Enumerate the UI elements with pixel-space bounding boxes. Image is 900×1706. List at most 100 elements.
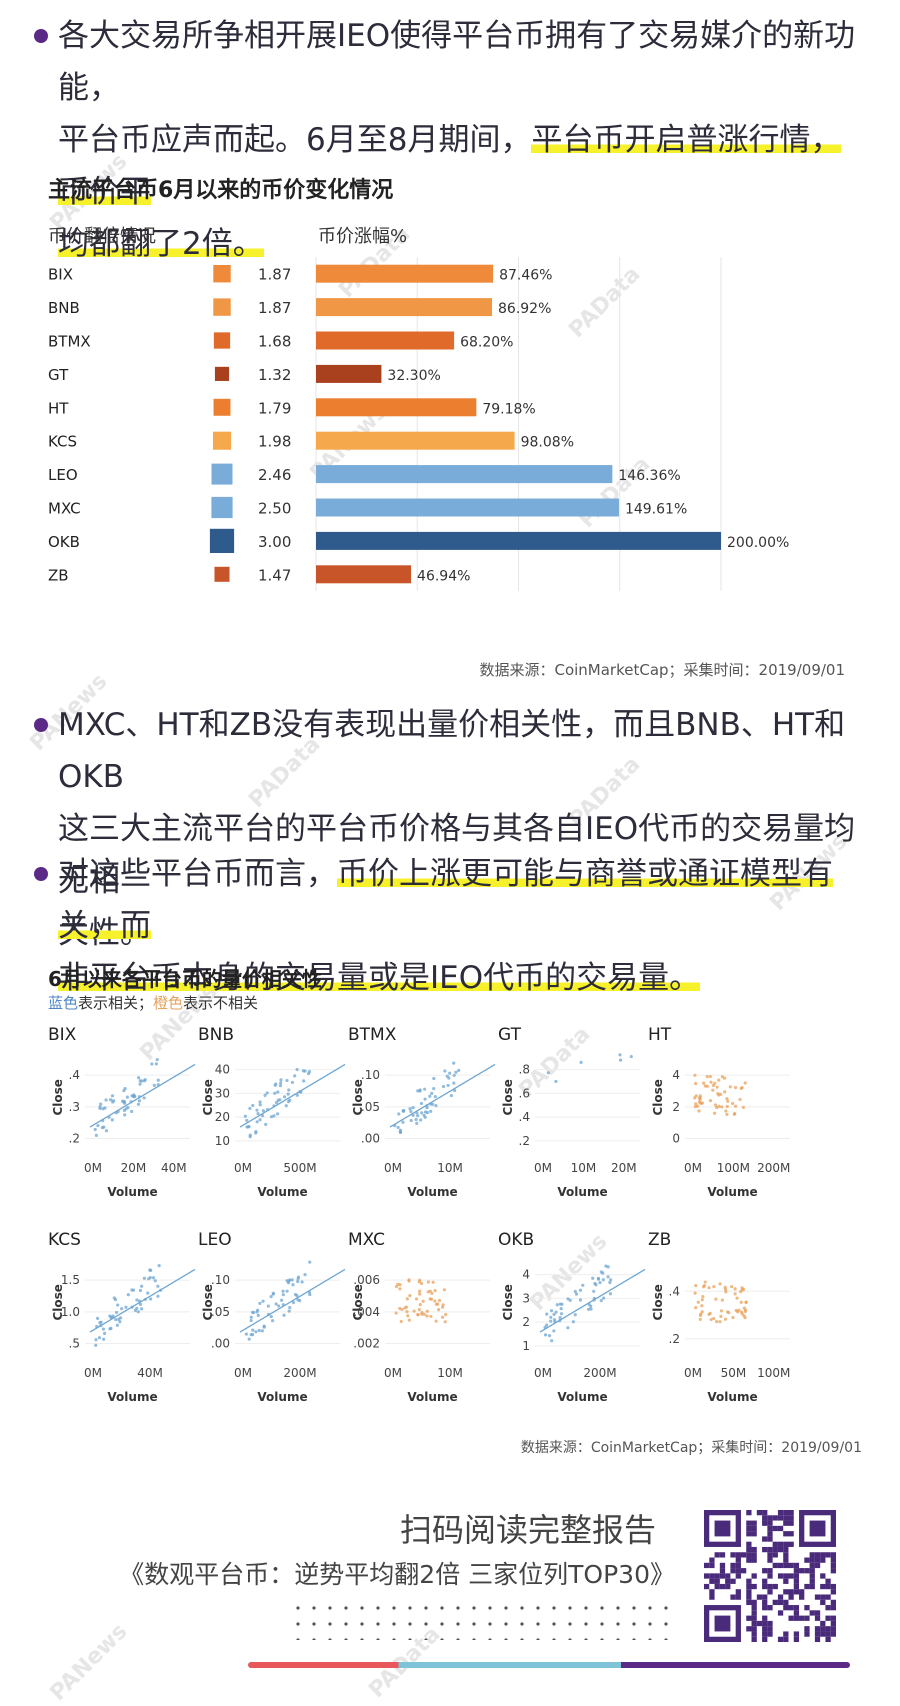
- scatter-point: [723, 1317, 728, 1321]
- y-tick-label: .2: [69, 1132, 80, 1146]
- scatter-point: [414, 1117, 418, 1122]
- category-label: HT: [48, 399, 69, 417]
- scatter-point: [407, 1278, 411, 1282]
- scatter-point: [258, 1118, 262, 1122]
- scatter-point: [726, 1099, 730, 1103]
- scatter-point: [418, 1302, 422, 1307]
- scatter-panel: BTMX Close Volume .00 .05 .10 0M 10M: [348, 1025, 496, 1199]
- scatter-point: [430, 1091, 434, 1095]
- scatter-point: [419, 1118, 423, 1122]
- scatter-point: [452, 1061, 456, 1065]
- scatter-panel: BNB Close Volume 10 20 30 40 0M 500M: [198, 1025, 346, 1199]
- scatter-point: [109, 1326, 113, 1330]
- scatter-point: [405, 1297, 409, 1301]
- scatter-point: [443, 1069, 447, 1073]
- scatter-point: [728, 1085, 732, 1089]
- scatter-point: [708, 1074, 712, 1079]
- y-tick-label: .006: [353, 1273, 380, 1287]
- scatter-point: [155, 1058, 159, 1062]
- scatter-point: [412, 1309, 416, 1313]
- scatter-point: [126, 1293, 130, 1297]
- scatter-panel: GT Close Volume .2 .4 .6 .8 0M 10M 20M: [498, 1025, 640, 1199]
- scatter-point: [546, 1071, 550, 1075]
- scatter-point: [431, 1102, 435, 1106]
- scatter-point: [717, 1104, 721, 1108]
- scatter-point: [399, 1319, 403, 1324]
- bullet-1-line-3: 均都翻了2倍。: [58, 226, 264, 262]
- scatter-point: [97, 1336, 102, 1340]
- scatter-point: [454, 1070, 458, 1074]
- scatter-point: [446, 1083, 450, 1088]
- scatter-point: [411, 1113, 415, 1118]
- scatter-point: [265, 1091, 269, 1095]
- scatter-point: [261, 1299, 265, 1303]
- y-tick-label: .4: [519, 1110, 530, 1124]
- scatter-point: [123, 1101, 127, 1105]
- scatter-point: [727, 1310, 731, 1315]
- scatter-point: [554, 1310, 558, 1314]
- scatter-point: [271, 1319, 275, 1323]
- scatter-point: [598, 1281, 602, 1285]
- scatter-point: [293, 1074, 297, 1078]
- scatter-point: [301, 1069, 306, 1073]
- scatter-point: [416, 1089, 420, 1093]
- footer-dots: [290, 1600, 680, 1640]
- scatter-point: [286, 1092, 290, 1096]
- axis-ylabel: Close: [201, 1079, 215, 1115]
- scatter-point: [552, 1329, 556, 1333]
- scatter-point: [423, 1097, 427, 1101]
- scatter-point: [249, 1315, 253, 1319]
- scatter-point: [408, 1107, 412, 1111]
- x-tick-label: 200M: [583, 1366, 616, 1380]
- scatter-point: [285, 1279, 289, 1283]
- x-tick-label: 0M: [384, 1161, 402, 1175]
- scatter-point: [733, 1104, 738, 1108]
- scatter-point: [589, 1307, 593, 1311]
- scatter-point: [694, 1283, 698, 1288]
- qr-code[interactable]: [704, 1510, 836, 1642]
- scatter-point: [140, 1284, 144, 1288]
- scatter-point: [280, 1298, 284, 1302]
- pct-bar: [316, 364, 382, 383]
- scatter-point: [157, 1264, 161, 1268]
- scatter-point: [269, 1115, 274, 1119]
- panel-title: HT: [648, 1025, 672, 1045]
- scatter-point: [94, 1133, 98, 1137]
- axis-xlabel: Volume: [107, 1390, 157, 1404]
- scatter-point: [278, 1084, 283, 1088]
- scatter-point: [101, 1107, 105, 1111]
- scatter-point: [581, 1283, 585, 1287]
- scatter-point: [102, 1125, 106, 1129]
- scatter-point: [117, 1317, 121, 1321]
- category-label: LEO: [48, 466, 78, 484]
- scatter-point: [694, 1081, 698, 1086]
- scatter-point: [717, 1078, 721, 1082]
- scatter-point: [419, 1281, 424, 1286]
- bullet-1-line-2a: 平台币应声而起。6月至8月期间，: [58, 122, 532, 158]
- scatter-point: [426, 1280, 430, 1284]
- scatter-point: [444, 1312, 448, 1317]
- chart1-left-header: 币价翻倍情况: [48, 226, 156, 247]
- y-tick-label: .3: [69, 1100, 80, 1114]
- scatter-point: [138, 1288, 143, 1293]
- scatter-point: [432, 1076, 436, 1081]
- scatter-point: [150, 1062, 154, 1066]
- scatter-point: [416, 1312, 420, 1317]
- scatter-point: [718, 1282, 722, 1286]
- axis-ylabel: Close: [351, 1284, 365, 1320]
- panel-title: KCS: [48, 1230, 81, 1250]
- panel-title: BTMX: [348, 1025, 397, 1045]
- y-tick-label: 4: [522, 1268, 530, 1282]
- panel-title: ZB: [648, 1230, 671, 1250]
- scatter-point: [441, 1084, 446, 1089]
- x-tick-label: 200M: [283, 1366, 316, 1380]
- x-tick-label: 0M: [234, 1161, 252, 1175]
- trend-line: [539, 1268, 646, 1333]
- scatter-point: [693, 1291, 697, 1295]
- y-tick-label: 1.5: [61, 1273, 80, 1287]
- scatter-point: [411, 1106, 415, 1110]
- multiple-label: 2.46: [258, 466, 291, 484]
- x-tick-label: 0M: [384, 1366, 402, 1380]
- scatter-point: [549, 1319, 553, 1323]
- y-tick-label: 20: [215, 1110, 230, 1124]
